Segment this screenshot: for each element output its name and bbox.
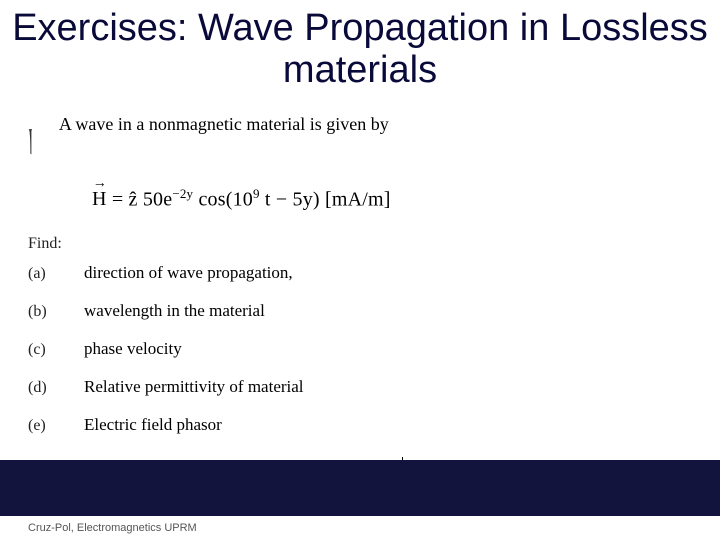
item-label-e: (e) xyxy=(28,417,84,435)
bottom-bar xyxy=(0,460,720,516)
list-item: (d) Relative permittivity of material xyxy=(28,377,720,397)
item-label-a: (a) xyxy=(28,265,84,283)
item-text-d: Relative permittivity of material xyxy=(84,377,304,397)
item-text-a: direction of wave propagation, xyxy=(84,263,293,283)
equation-mid: cos(10 xyxy=(198,188,253,210)
bullet-icon: ། xyxy=(28,112,33,174)
equation-zhat: ẑ xyxy=(129,188,138,210)
list-item: (c) phase velocity xyxy=(28,339,720,359)
item-text-b: wavelength in the material xyxy=(84,301,265,321)
footer-text: Cruz-Pol, Electromagnetics UPRM xyxy=(28,522,197,534)
intro-row: ། A wave in a nonmagnetic material is gi… xyxy=(0,114,720,174)
item-label-c: (c) xyxy=(28,341,84,359)
item-label-b: (b) xyxy=(28,303,84,321)
equation-vector-h: H xyxy=(92,188,107,211)
item-text-c: phase velocity xyxy=(84,339,182,359)
list-item: (e) Electric field phasor xyxy=(28,415,720,435)
equation-exp2: 9 xyxy=(253,186,260,201)
list-item: (a) direction of wave propagation, xyxy=(28,263,720,283)
slide: Exercises: Wave Propagation in Lossless … xyxy=(0,0,720,540)
list-item: (b) wavelength in the material xyxy=(28,301,720,321)
equation: H = ẑ 50e−2y cos(109 t − 5y) [mA/m] xyxy=(0,186,720,212)
equation-eq: = xyxy=(112,188,129,210)
equation-amp: 50e xyxy=(143,188,172,210)
intro-text: A wave in a nonmagnetic material is give… xyxy=(59,114,389,135)
item-label-d: (d) xyxy=(28,379,84,397)
item-text-e: Electric field phasor xyxy=(84,415,222,435)
slide-title: Exercises: Wave Propagation in Lossless … xyxy=(0,0,720,92)
find-label: Find: xyxy=(0,235,720,253)
equation-suffix: t − 5y) [mA/m] xyxy=(265,188,391,210)
equation-exp1: −2y xyxy=(172,186,193,201)
items-list: (a) direction of wave propagation, (b) w… xyxy=(0,263,720,435)
